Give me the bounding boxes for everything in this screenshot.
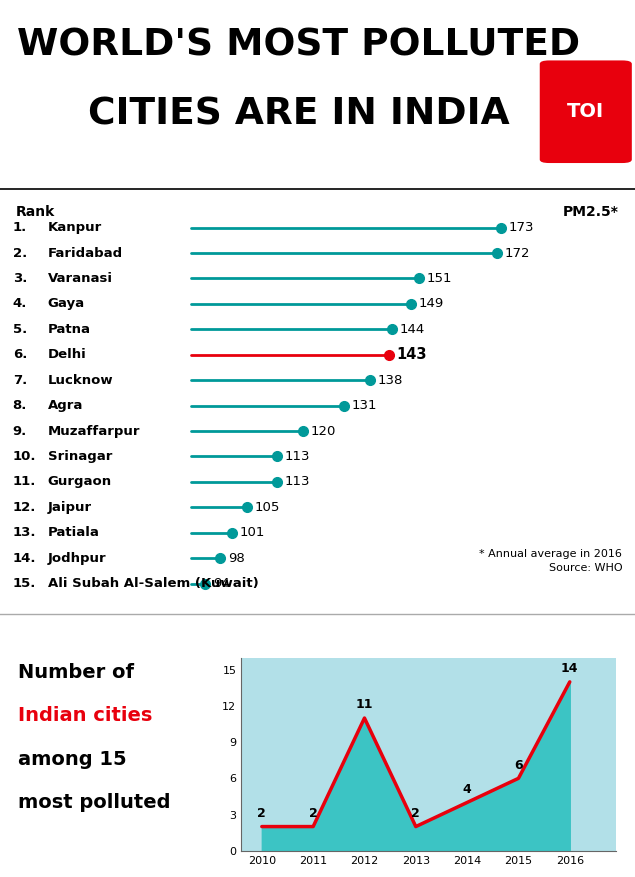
Text: 6: 6 <box>514 759 523 772</box>
Text: Jodhpur: Jodhpur <box>48 552 106 565</box>
Text: Number of: Number of <box>18 663 134 682</box>
Text: 101: 101 <box>239 526 265 539</box>
Text: WORLD'S MOST POLLUTED: WORLD'S MOST POLLUTED <box>17 27 580 64</box>
Text: 9.: 9. <box>13 424 27 438</box>
Text: Jaipur: Jaipur <box>48 501 91 514</box>
Text: 3.: 3. <box>13 272 27 285</box>
Text: 5.: 5. <box>13 323 27 336</box>
Text: 172: 172 <box>505 246 530 260</box>
Text: 15.: 15. <box>13 577 36 590</box>
Text: Patiala: Patiala <box>48 526 100 539</box>
Text: 113: 113 <box>284 450 310 463</box>
Text: 131: 131 <box>351 399 377 412</box>
Text: Faridabad: Faridabad <box>48 246 123 260</box>
Text: 4.: 4. <box>13 297 27 310</box>
Text: 10.: 10. <box>13 450 36 463</box>
Text: 11: 11 <box>356 698 373 711</box>
Text: Patna: Patna <box>48 323 91 336</box>
Text: 2.: 2. <box>13 246 27 260</box>
Text: 149: 149 <box>418 297 444 310</box>
Text: Kanpur: Kanpur <box>48 221 102 234</box>
Text: 105: 105 <box>254 501 279 514</box>
Text: CITIES ARE IN INDIA: CITIES ARE IN INDIA <box>88 96 509 132</box>
Text: 1.: 1. <box>13 221 27 234</box>
FancyBboxPatch shape <box>540 61 632 163</box>
Text: 2: 2 <box>257 807 266 820</box>
Text: 12.: 12. <box>13 501 36 514</box>
Text: 98: 98 <box>228 552 244 565</box>
Text: PM2.5*: PM2.5* <box>563 205 619 219</box>
Text: 13.: 13. <box>13 526 36 539</box>
Text: 138: 138 <box>378 374 403 387</box>
Text: 14: 14 <box>561 662 578 675</box>
Text: Rank: Rank <box>16 205 55 219</box>
Text: 143: 143 <box>396 347 427 362</box>
Text: Delhi: Delhi <box>48 348 86 361</box>
Text: TOI: TOI <box>567 103 605 121</box>
Text: Muzaffarpur: Muzaffarpur <box>48 424 140 438</box>
Text: among 15: among 15 <box>18 750 127 768</box>
Text: 11.: 11. <box>13 475 36 488</box>
Text: 173: 173 <box>509 221 534 234</box>
Text: 2: 2 <box>411 807 420 820</box>
Text: 2: 2 <box>309 807 318 820</box>
Text: 6.: 6. <box>13 348 27 361</box>
Text: 7.: 7. <box>13 374 27 387</box>
Text: Ali Subah Al-Salem (Kuwait): Ali Subah Al-Salem (Kuwait) <box>48 577 258 590</box>
Text: Agra: Agra <box>48 399 83 412</box>
Text: 120: 120 <box>311 424 336 438</box>
Text: 151: 151 <box>426 272 451 285</box>
Text: 94: 94 <box>213 577 230 590</box>
Text: 8.: 8. <box>13 399 27 412</box>
Text: Varanasi: Varanasi <box>48 272 112 285</box>
Text: 4: 4 <box>463 783 472 795</box>
Text: Indian cities: Indian cities <box>18 706 152 725</box>
Text: Srinagar: Srinagar <box>48 450 112 463</box>
Text: 14.: 14. <box>13 552 36 565</box>
Text: 144: 144 <box>400 323 425 336</box>
Text: Lucknow: Lucknow <box>48 374 113 387</box>
Text: Gaya: Gaya <box>48 297 84 310</box>
Text: most polluted: most polluted <box>18 793 171 812</box>
Text: 113: 113 <box>284 475 310 488</box>
Text: Gurgaon: Gurgaon <box>48 475 112 488</box>
Text: * Annual average in 2016
Source: WHO: * Annual average in 2016 Source: WHO <box>479 549 622 574</box>
